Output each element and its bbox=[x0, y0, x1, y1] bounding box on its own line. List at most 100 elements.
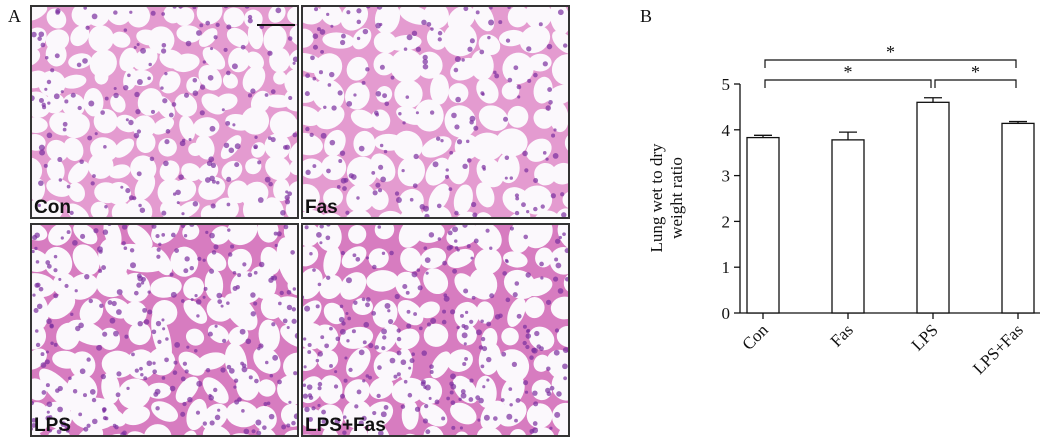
panel-border bbox=[301, 5, 570, 219]
nucleus bbox=[418, 326, 423, 331]
alveolus bbox=[48, 224, 72, 246]
nucleus bbox=[325, 235, 331, 241]
nucleus bbox=[181, 138, 186, 143]
nucleus bbox=[205, 230, 209, 234]
nucleus bbox=[98, 249, 103, 254]
nucleus bbox=[40, 352, 45, 357]
nucleus bbox=[462, 163, 468, 170]
nucleus bbox=[540, 204, 545, 209]
alveolus bbox=[79, 298, 104, 325]
nucleus bbox=[109, 317, 116, 324]
alveolus bbox=[323, 245, 341, 278]
nucleus bbox=[412, 183, 418, 189]
micrograph bbox=[31, 224, 298, 436]
nucleus bbox=[471, 295, 476, 300]
alveolus bbox=[420, 205, 452, 218]
nucleus bbox=[38, 286, 44, 292]
nucleus bbox=[62, 121, 68, 127]
nucleus bbox=[454, 210, 459, 216]
nucleus bbox=[379, 143, 384, 148]
nucleus bbox=[480, 319, 484, 323]
nucleus bbox=[454, 246, 459, 250]
alveolus bbox=[548, 101, 569, 133]
nucleus bbox=[381, 251, 386, 256]
alveolus bbox=[395, 271, 421, 299]
nucleus bbox=[202, 421, 207, 426]
nucleus bbox=[64, 424, 69, 429]
nucleus bbox=[321, 419, 326, 424]
nucleus bbox=[377, 365, 382, 370]
nucleus bbox=[207, 74, 214, 81]
nucleus bbox=[209, 175, 215, 182]
nucleus bbox=[523, 234, 529, 240]
nucleus bbox=[542, 151, 547, 155]
nucleus bbox=[164, 71, 168, 76]
nucleus bbox=[239, 328, 246, 335]
nucleus bbox=[128, 119, 134, 126]
alveolus bbox=[535, 247, 553, 268]
nucleus bbox=[346, 339, 350, 343]
nucleus bbox=[305, 126, 310, 132]
alveolus bbox=[220, 135, 242, 159]
nucleus bbox=[237, 273, 242, 278]
alveolus bbox=[88, 25, 114, 52]
nucleus bbox=[77, 105, 82, 111]
nucleus bbox=[437, 37, 442, 42]
nucleus bbox=[333, 384, 339, 389]
alveolus bbox=[90, 201, 109, 218]
nucleus bbox=[196, 380, 203, 387]
nucleus bbox=[381, 328, 387, 335]
nucleus bbox=[92, 418, 98, 425]
alveolus bbox=[472, 224, 502, 252]
nucleus bbox=[529, 355, 534, 360]
nucleus bbox=[115, 392, 121, 398]
alveolus bbox=[348, 426, 369, 436]
nucleus bbox=[38, 144, 45, 151]
nucleus bbox=[425, 271, 429, 275]
nucleus bbox=[415, 111, 419, 115]
nucleus bbox=[317, 386, 322, 391]
nucleus bbox=[241, 366, 248, 373]
nucleus bbox=[195, 299, 202, 305]
nucleus bbox=[549, 426, 553, 430]
nucleus bbox=[40, 362, 47, 368]
nucleus bbox=[478, 397, 484, 404]
nucleus bbox=[564, 276, 569, 282]
nucleus bbox=[422, 54, 428, 61]
nucleus bbox=[551, 133, 556, 138]
alveolus bbox=[268, 6, 286, 23]
alveolus bbox=[198, 28, 218, 47]
alveolus bbox=[507, 297, 526, 327]
nucleus bbox=[311, 406, 316, 411]
alveolus bbox=[273, 178, 290, 202]
alveolus bbox=[373, 351, 405, 382]
alveolus bbox=[276, 237, 298, 289]
nucleus bbox=[487, 35, 491, 40]
nucleus bbox=[53, 268, 58, 273]
alveolus bbox=[390, 49, 424, 83]
alveolus bbox=[110, 94, 126, 113]
nucleus bbox=[430, 27, 434, 31]
nucleus bbox=[557, 9, 564, 16]
nucleus bbox=[156, 247, 161, 252]
nucleus bbox=[184, 369, 189, 374]
alveolus bbox=[101, 350, 135, 378]
nucleus bbox=[83, 426, 89, 432]
nucleus bbox=[187, 396, 193, 403]
nucleus bbox=[317, 403, 321, 408]
alveolus bbox=[181, 163, 202, 181]
nucleus bbox=[361, 297, 366, 302]
nucleus bbox=[192, 90, 199, 96]
nucleus bbox=[155, 406, 160, 411]
nucleus bbox=[268, 181, 273, 187]
alveolus bbox=[348, 224, 367, 244]
alveolus bbox=[400, 247, 422, 272]
panel-border bbox=[30, 223, 299, 437]
nucleus bbox=[213, 244, 219, 250]
alveolus bbox=[31, 402, 50, 434]
nucleus bbox=[160, 86, 164, 90]
nucleus bbox=[180, 411, 186, 417]
nucleus bbox=[533, 401, 539, 407]
nucleus bbox=[335, 336, 341, 342]
